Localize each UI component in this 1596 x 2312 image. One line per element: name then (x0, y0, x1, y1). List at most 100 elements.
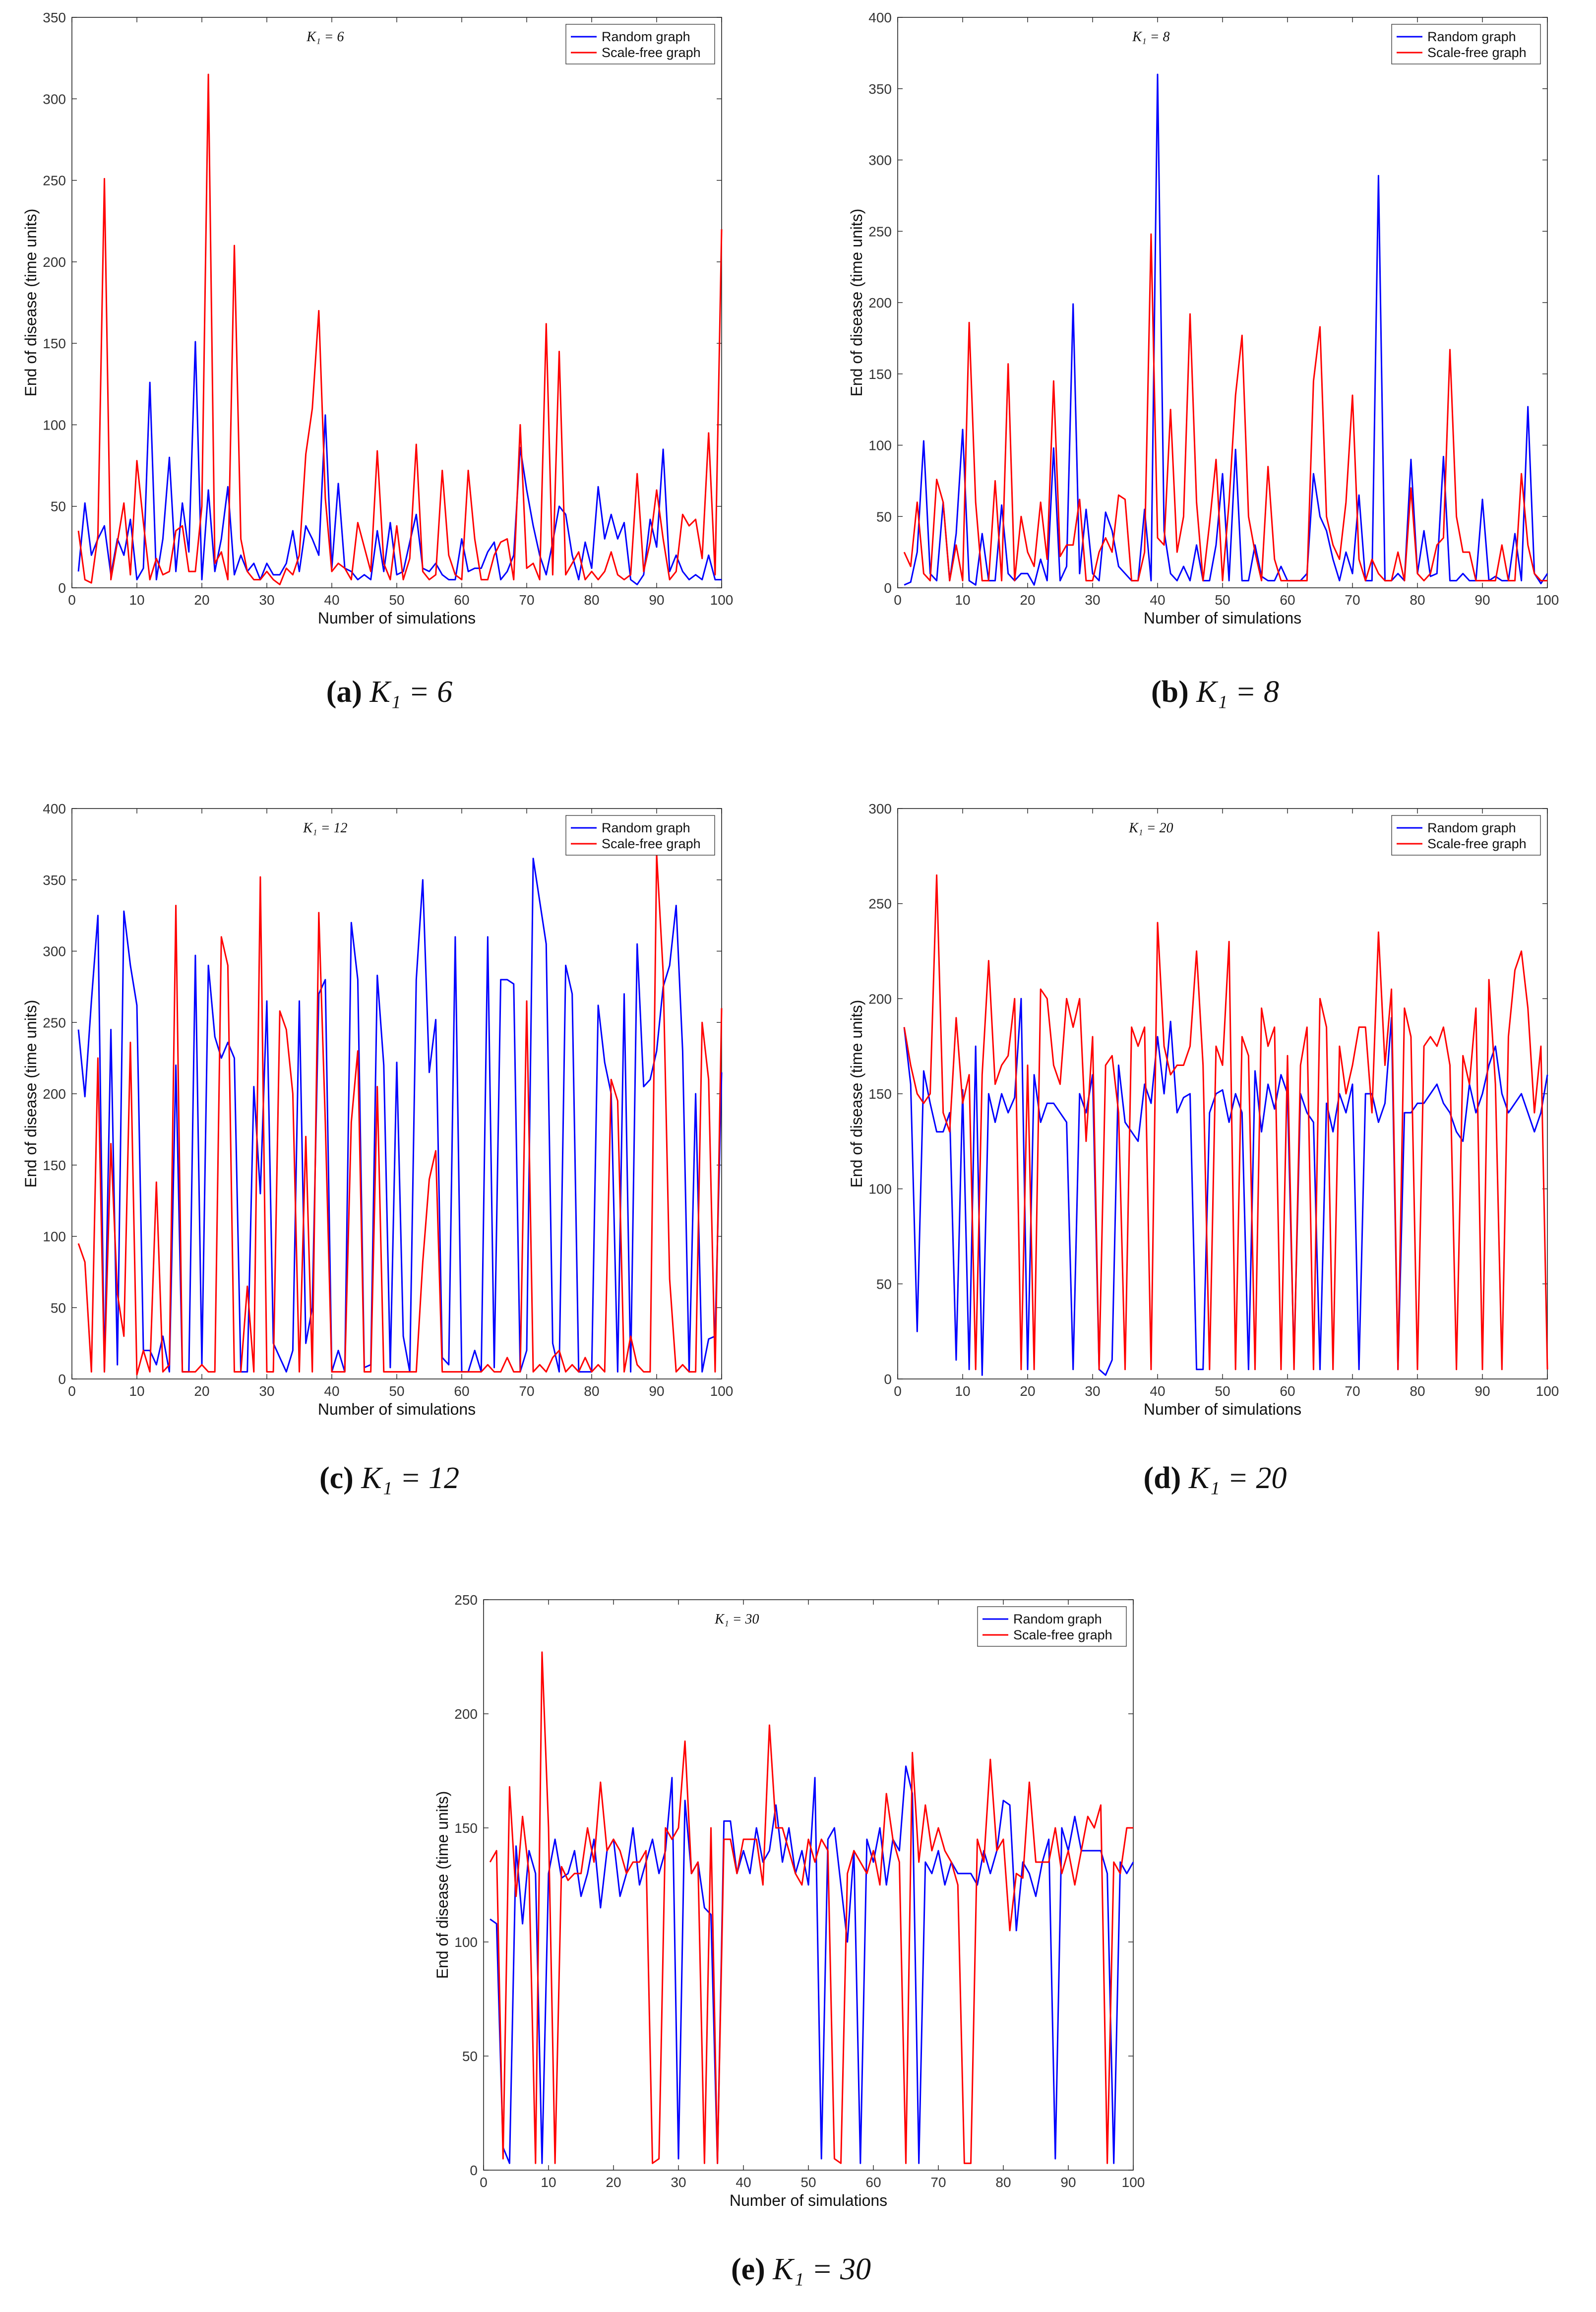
y-tick-label: 150 (868, 367, 892, 382)
y-axis-label: End of disease (time units) (433, 1791, 451, 1979)
x-tick-label: 60 (454, 1383, 469, 1399)
x-tick-label: 0 (894, 592, 902, 608)
x-tick-label: 30 (1085, 592, 1100, 608)
y-tick-label: 0 (884, 1372, 892, 1387)
caption-b: (b) K₁ = 8 (851, 675, 1580, 710)
y-tick-label: 300 (868, 153, 892, 168)
in-plot-title: K₁ = 8 (1132, 29, 1169, 45)
x-tick-label: 10 (129, 1383, 144, 1399)
x-tick-label: 20 (1020, 1383, 1035, 1399)
caption-eq-c: K₁ = 12 (361, 1461, 460, 1495)
line-chart-c: 0 10 20 30 40 50 60 70 80 90 100 0 50 100 150 200 250 300… (22, 801, 734, 1418)
legend-box (565, 24, 715, 64)
y-tick-label: 50 (876, 1276, 892, 1292)
x-tick-label: 50 (389, 1383, 404, 1399)
y-tick-label: 100 (454, 1935, 478, 1950)
x-tick-label: 100 (710, 592, 734, 608)
y-tick-label: 100 (43, 1229, 66, 1245)
y-tick-label: 50 (876, 509, 892, 524)
y-tick-label: 50 (462, 2049, 478, 2064)
y-axis-label: End of disease (time units) (22, 209, 40, 397)
x-tick-label: 20 (1020, 592, 1035, 608)
x-tick-label: 50 (1215, 1383, 1230, 1399)
legend-label-scale-free: Scale-free graph (1427, 836, 1527, 851)
y-tick-label: 0 (58, 580, 66, 596)
y-tick-label: 100 (43, 417, 66, 433)
x-axis-label: Number of simulations (1144, 609, 1301, 627)
chart-panel-a: 0 10 20 30 40 50 60 70 80 90 100 0 50 100 150 200 250 300… (22, 10, 754, 709)
x-tick-label: 50 (800, 2175, 816, 2190)
x-tick-label: 50 (1215, 592, 1230, 608)
x-tick-label: 70 (1345, 1383, 1360, 1399)
x-tick-label: 0 (894, 1383, 902, 1399)
y-tick-label: 50 (51, 499, 66, 514)
y-tick-label: 200 (868, 991, 892, 1006)
y-tick-label: 100 (868, 438, 892, 453)
caption-e: (e) K₁ = 30 (436, 2252, 1166, 2287)
y-tick-label: 350 (43, 873, 66, 888)
x-tick-label: 70 (930, 2175, 946, 2190)
x-tick-label: 60 (1280, 1383, 1295, 1399)
x-tick-label: 0 (68, 1383, 76, 1399)
x-tick-label: 100 (1122, 2175, 1145, 2190)
y-tick-label: 300 (868, 801, 892, 816)
caption-a: (a) K₁ = 6 (25, 675, 754, 710)
x-axis-label: Number of simulations (318, 609, 476, 627)
x-tick-label: 100 (710, 1383, 734, 1399)
plot-area (897, 808, 1548, 1379)
x-tick-label: 40 (1150, 592, 1165, 608)
line-chart-d: 0 10 20 30 40 50 60 70 80 90 100 0 50 100 150 200 250 300… (848, 801, 1559, 1418)
chart-panel-c: 0 10 20 30 40 50 60 70 80 90 100 0 50 100 150 200 250 300… (22, 801, 754, 1495)
y-tick-label: 200 (454, 1706, 478, 1722)
y-tick-label: 350 (43, 10, 66, 25)
y-tick-label: 250 (868, 896, 892, 912)
x-tick-label: 30 (259, 1383, 274, 1399)
x-axis-label: Number of simulations (318, 1400, 476, 1418)
x-tick-label: 60 (454, 592, 469, 608)
x-tick-label: 70 (1345, 592, 1360, 608)
caption-d: (d) K₁ = 20 (851, 1461, 1580, 1496)
x-tick-label: 100 (1536, 592, 1559, 608)
x-tick-label: 80 (1410, 592, 1425, 608)
x-tick-label: 90 (649, 592, 664, 608)
x-tick-label: 0 (68, 592, 76, 608)
series-line-scale-free (489, 1651, 1133, 2164)
x-tick-label: 20 (194, 592, 209, 608)
y-tick-label: 0 (58, 1372, 66, 1387)
y-tick-label: 0 (470, 2163, 478, 2178)
x-tick-label: 40 (324, 1383, 339, 1399)
in-plot-title: K₁ = 6 (306, 29, 344, 45)
x-tick-label: 30 (259, 592, 274, 608)
x-tick-label: 30 (671, 2175, 686, 2190)
legend-label-scale-free: Scale-free graph (1013, 1627, 1112, 1642)
x-tick-label: 60 (865, 2175, 881, 2190)
legend-box (565, 815, 715, 856)
y-tick-label: 250 (454, 1592, 478, 1608)
x-tick-label: 90 (1474, 1383, 1490, 1399)
legend-label-scale-free: Scale-free graph (1427, 45, 1527, 60)
series-line-random (77, 341, 722, 585)
legend-box (1391, 24, 1541, 64)
caption-label-c: (c) (319, 1461, 354, 1495)
plot-area (897, 17, 1548, 588)
x-axis-label: Number of simulations (730, 2191, 887, 2209)
x-tick-label: 70 (519, 1383, 534, 1399)
chart-panel-d: 0 10 20 30 40 50 60 70 80 90 100 0 50 100 150 200 250 300… (848, 801, 1580, 1495)
x-tick-label: 80 (584, 1383, 599, 1399)
caption-eq-b: K₁ = 8 (1196, 675, 1280, 709)
series-line-random (904, 73, 1548, 586)
series-line-scale-free (77, 73, 723, 585)
x-tick-label: 40 (1150, 1383, 1165, 1399)
x-tick-label: 100 (1536, 1383, 1559, 1399)
x-tick-label: 90 (649, 1383, 664, 1399)
series-line-random (490, 1765, 1134, 2164)
line-chart-a: 0 10 20 30 40 50 60 70 80 90 100 0 50 100 150 200 250 300… (22, 10, 734, 627)
y-tick-label: 350 (868, 81, 892, 97)
x-tick-label: 40 (736, 2175, 751, 2190)
caption-eq-d: K₁ = 20 (1188, 1461, 1287, 1495)
